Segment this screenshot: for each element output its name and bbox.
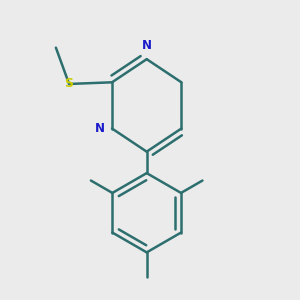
Text: N: N bbox=[95, 122, 105, 135]
Text: N: N bbox=[142, 39, 152, 52]
Text: S: S bbox=[64, 77, 74, 91]
